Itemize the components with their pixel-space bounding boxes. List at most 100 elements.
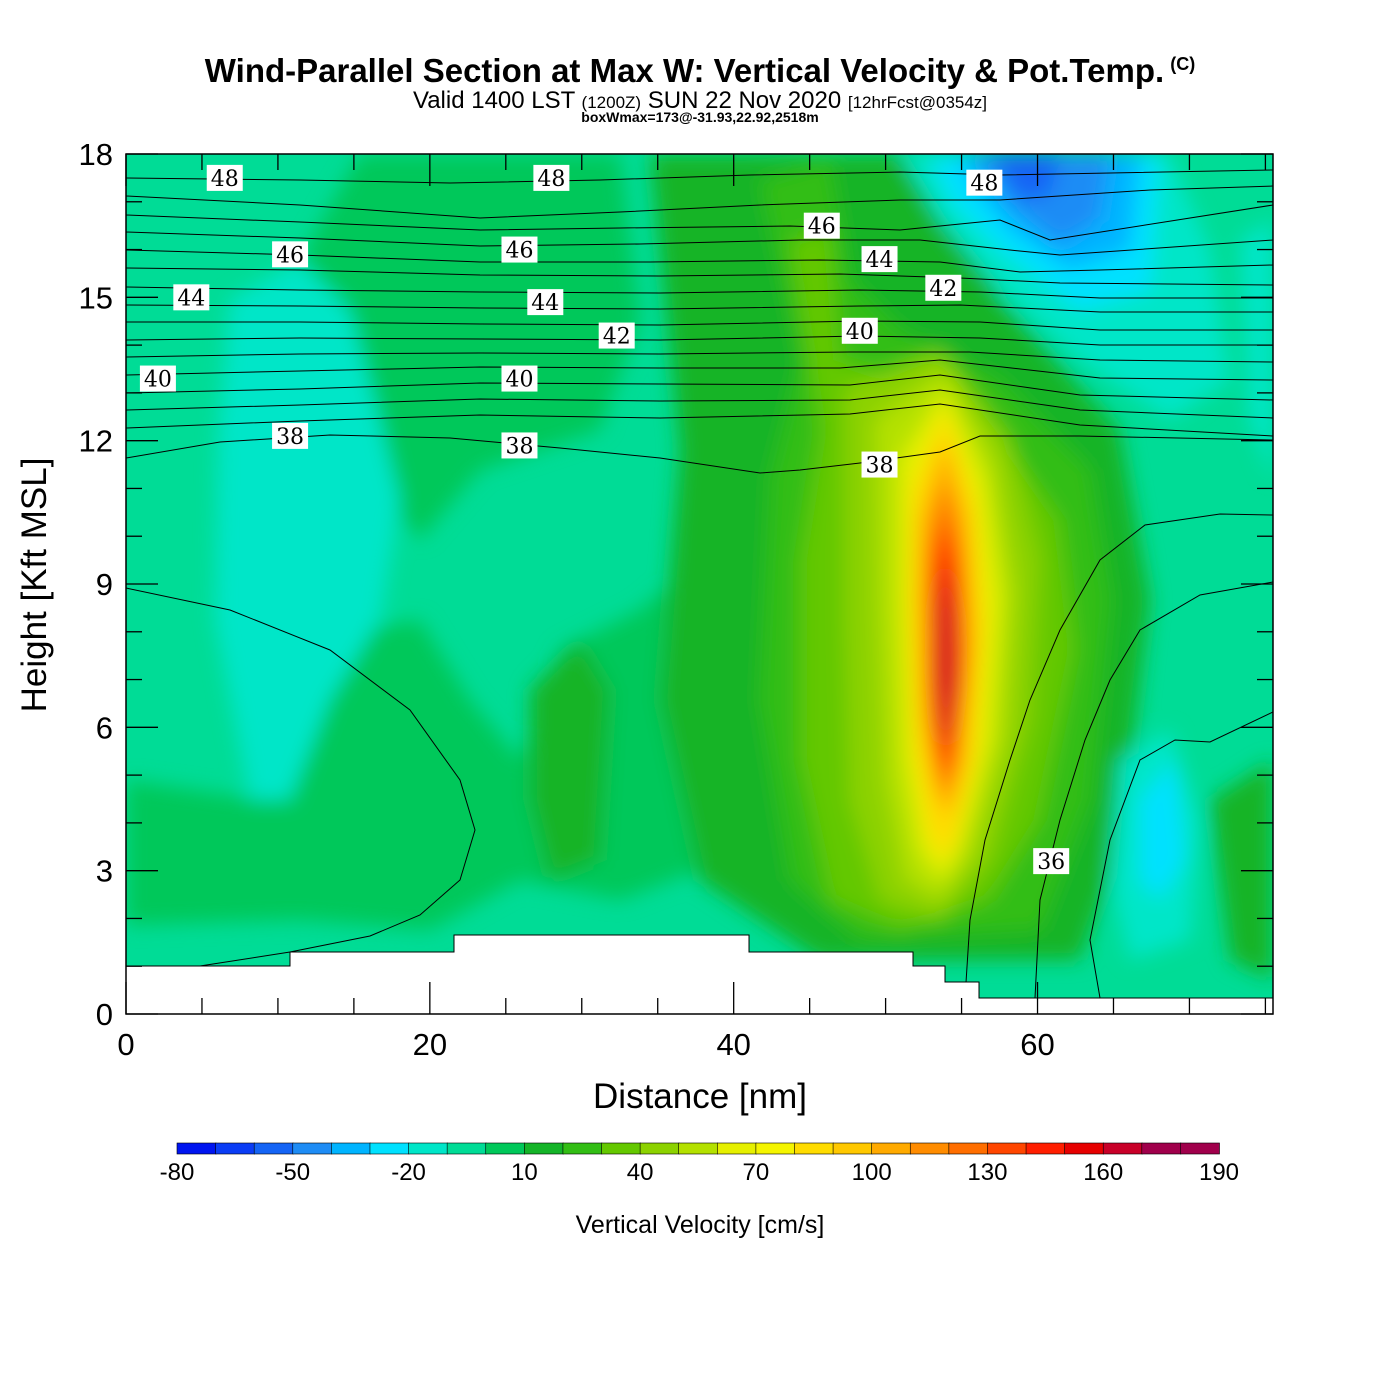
svg-text:38: 38 [505,434,533,459]
theta-line [126,204,1273,241]
colorbar-title: Vertical Velocity [cm/s] [576,1211,825,1239]
w-region-sink-upper-5 [990,154,1060,200]
colorbar-tick-label: 40 [627,1159,654,1186]
colorbar-swatch [331,1142,371,1155]
colorbar-swatch [1141,1142,1182,1155]
theta-line [126,389,1273,419]
svg-text:40: 40 [846,320,874,345]
theta-line [126,231,1273,256]
colorbar-swatch [794,1142,834,1155]
colorbar-swatch [948,1142,989,1155]
theta-line [126,267,1273,286]
x-tick-label: 60 [1020,1027,1054,1062]
svg-text:42: 42 [603,325,631,350]
colorbar-tick-label: 130 [967,1159,1007,1186]
colorbar-swatch [485,1142,526,1155]
colorbar-tick-label: -50 [275,1159,310,1186]
theta-line [126,286,1273,299]
colorbar-swatch [215,1142,255,1155]
y-tick-label: 0 [96,997,113,1032]
vertical-velocity-field [126,154,1273,1014]
copyright-mark: (C) [1170,54,1196,74]
x-tick-labels: 0 20 40 60 [117,1027,1054,1062]
x-axis-title: Distance [nm] [593,1077,807,1116]
colorbar-swatch [408,1142,448,1155]
theta-contour-label: 40 [139,365,176,393]
svg-text:46: 46 [276,243,304,268]
theta-line [126,359,1273,381]
svg-text:44: 44 [531,291,559,316]
colorbar [176,1142,1220,1155]
colorbar-tick-label: 100 [852,1159,892,1186]
theta-contours [126,169,1273,999]
svg-text:42: 42 [929,277,957,302]
theta-line [126,185,1273,219]
colorbar-swatch [909,1142,950,1155]
w-region-sink-lower-right-core [1140,760,1185,900]
colorbar-swatch [832,1142,873,1155]
theta-contour-label: 48 [533,164,570,192]
colorbar-tick-label: -20 [391,1159,426,1186]
colorbar-swatch [369,1142,410,1155]
chart-boxwmax: boxWmax=173@-31.93,22.92,2518m [581,109,819,125]
theta-contour-label: 46 [501,236,538,264]
colorbar-tick-label: 10 [511,1159,538,1186]
svg-text:48: 48 [537,167,565,192]
y-tick-labels: 0 3 6 9 12 15 18 [79,137,113,1032]
theta-line [126,304,1273,313]
colorbar-swatch [1025,1142,1066,1155]
y-tick-label: 12 [79,424,113,459]
theta-line [126,434,1273,474]
y-axis-title: Height [Kft MSL] [15,458,54,713]
terrain [126,934,1273,1014]
theta-contour-label: 38 [272,422,309,450]
svg-text:44: 44 [866,248,894,273]
theta-contour-labels: 48 48 48 46 46 46 44 44 44 42 42 40 40 40 38 38 38 36 [139,164,1070,875]
theta-contour-label: 40 [841,317,878,345]
x-tick-label: 40 [716,1027,750,1062]
theta-line [1089,711,1273,999]
theta-contour-label: 42 [598,322,635,350]
svg-text:40: 40 [144,368,172,393]
colorbar-swatch [755,1142,796,1155]
colorbar-swatch [987,1142,1027,1155]
svg-text:36: 36 [1037,850,1065,875]
theta-contour-label: 44 [861,246,898,273]
colorbar-swatch [176,1142,217,1155]
theta-contour-label: 36 [1033,848,1070,875]
theta-contour-label: 38 [861,451,898,479]
colorbar-swatch [562,1142,603,1155]
colorbar-swatch [871,1142,912,1155]
colorbar-swatch [678,1142,719,1155]
w-region-rise-col [530,640,610,880]
w-region-right-edge-rise [1210,760,1273,980]
theta-line [126,351,1273,363]
theta-contour-label: 44 [527,289,564,316]
theta-contour-label: 46 [272,241,309,268]
colorbar-tick-labels: -80 -50 -20 10 40 70 100 130 160 190 [160,1159,1239,1186]
theta-contour-label: 38 [501,432,538,459]
svg-text:38: 38 [866,454,894,479]
colorbar-swatch [446,1142,487,1155]
theta-line [1034,581,1273,999]
theta-line [126,335,1273,346]
theta-line [126,249,1273,273]
theta-contour-label: 46 [803,212,840,240]
colorbar-tick-label: 190 [1199,1159,1239,1186]
w-region-sink-left [215,260,400,800]
colorbar-tick-label: -80 [160,1159,195,1186]
y-tick-label: 3 [96,854,113,889]
colorbar-swatch [639,1142,680,1155]
colorbar-swatch [716,1142,757,1155]
axis-ticks [125,153,1273,1015]
colorbar-swatch [1064,1142,1105,1155]
y-tick-label: 18 [79,137,113,172]
theta-contour-label: 48 [206,164,243,192]
chart-title: Wind-Parallel Section at Max W: Vertical… [204,52,1196,89]
colorbar-swatch [524,1142,564,1155]
colorbar-tick-label: 160 [1083,1159,1123,1186]
colorbar-swatch [601,1142,641,1155]
theta-line [126,587,476,967]
y-tick-label: 6 [96,710,113,745]
theta-line [126,374,1273,401]
